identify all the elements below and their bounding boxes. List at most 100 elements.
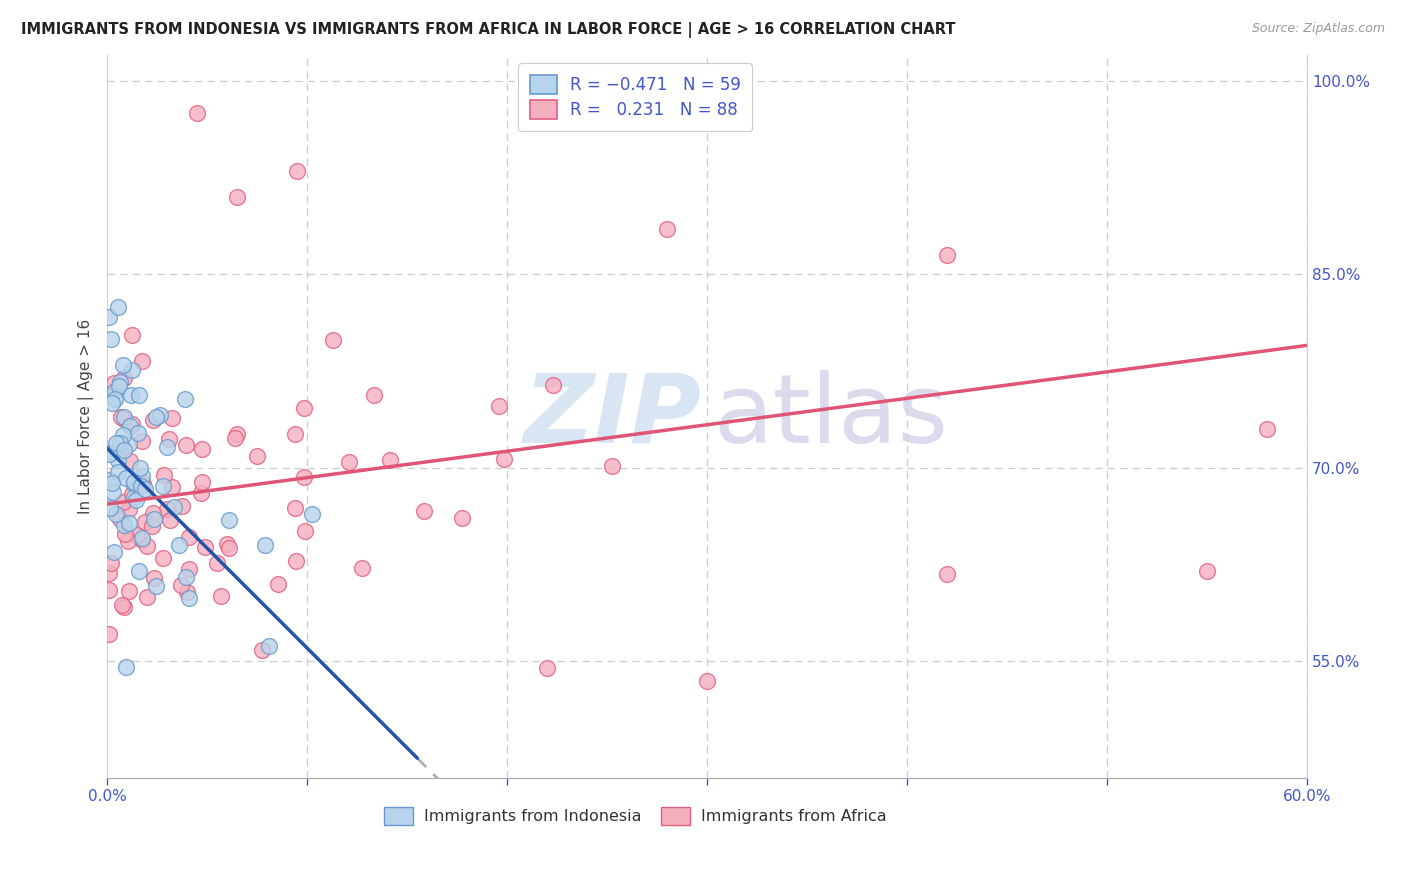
Point [121, 328, 143, 343]
Point [98, 447, 121, 461]
Point [218, 513, 240, 527]
Point [101, 445, 124, 459]
Point [413, 504, 436, 518]
Point [131, 475, 153, 489]
Point [246, 449, 269, 463]
Point [127, 477, 149, 491]
Point [378, 453, 401, 467]
Point [135, 539, 157, 553]
Point [122, 475, 145, 490]
Point [117, 534, 139, 549]
Point [292, 401, 315, 416]
Point [114, 527, 136, 541]
Point [112, 412, 135, 426]
Point [112, 518, 135, 533]
Point [536, 661, 558, 675]
Point [98, 310, 121, 325]
Legend: Immigrants from Indonesia, Immigrants from Africa: Immigrants from Indonesia, Immigrants fr… [378, 801, 893, 831]
Point [284, 426, 307, 441]
Point [174, 392, 197, 406]
Point [118, 516, 141, 530]
Point [179, 562, 201, 576]
Point [488, 400, 510, 414]
Point [1256, 422, 1278, 436]
Point [100, 556, 122, 570]
Point [209, 589, 232, 603]
Point [226, 426, 249, 441]
Point [179, 530, 201, 544]
Point [936, 248, 959, 262]
Point [142, 571, 165, 585]
Point [283, 501, 305, 516]
Text: ZIP: ZIP [523, 370, 702, 463]
Point [107, 465, 129, 479]
Point [135, 590, 157, 604]
Point [267, 577, 290, 591]
Point [292, 470, 315, 484]
Point [169, 578, 191, 592]
Point [98, 566, 121, 580]
Point [159, 513, 181, 527]
Point [696, 673, 718, 688]
Point [287, 164, 309, 178]
Point [131, 468, 153, 483]
Point [134, 515, 156, 529]
Point [125, 493, 148, 508]
Point [107, 453, 129, 467]
Point [131, 532, 153, 546]
Point [132, 477, 155, 491]
Point [100, 475, 122, 490]
Point [118, 437, 141, 451]
Point [103, 545, 125, 559]
Point [194, 540, 217, 554]
Point [657, 222, 679, 236]
Point [121, 363, 143, 377]
Point [110, 409, 132, 424]
Point [118, 418, 141, 433]
Point [186, 106, 208, 120]
Point [174, 570, 197, 584]
Point [1197, 564, 1219, 578]
Point [122, 491, 145, 505]
Point [121, 487, 143, 501]
Point [294, 524, 316, 538]
Point [152, 551, 174, 566]
Point [131, 354, 153, 368]
Point [129, 479, 152, 493]
Point [122, 475, 145, 489]
Text: atlas: atlas [713, 370, 949, 463]
Point [190, 475, 212, 489]
Point [156, 440, 179, 454]
Point [103, 485, 125, 500]
Point [98, 501, 121, 516]
Point [207, 556, 229, 570]
Point [153, 468, 176, 483]
Point [112, 428, 135, 442]
Point [121, 417, 143, 432]
Point [541, 377, 564, 392]
Text: IMMIGRANTS FROM INDONESIA VS IMMIGRANTS FROM AFRICA IN LABOR FORCE | AGE > 16 CO: IMMIGRANTS FROM INDONESIA VS IMMIGRANTS … [21, 22, 956, 38]
Point [104, 384, 127, 398]
Point [217, 537, 239, 551]
Point [936, 566, 959, 581]
Point [226, 190, 249, 204]
Point [322, 334, 344, 348]
Point [112, 494, 135, 508]
Point [115, 660, 138, 674]
Point [143, 511, 166, 525]
Point [104, 392, 127, 407]
Point [98, 627, 121, 641]
Point [128, 388, 150, 402]
Point [118, 583, 141, 598]
Point [131, 434, 153, 449]
Point [142, 506, 165, 520]
Point [257, 639, 280, 653]
Point [104, 435, 127, 450]
Point [129, 460, 152, 475]
Point [98, 583, 121, 598]
Point [118, 501, 141, 516]
Text: Source: ZipAtlas.com: Source: ZipAtlas.com [1251, 22, 1385, 36]
Point [157, 432, 180, 446]
Point [131, 533, 153, 547]
Point [142, 413, 165, 427]
